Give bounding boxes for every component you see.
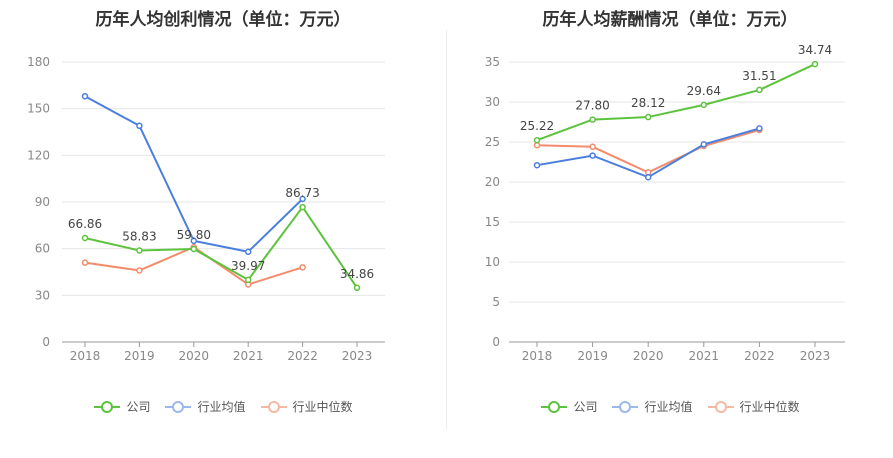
data-point-company — [353, 284, 361, 292]
data-point-industry_median — [299, 264, 306, 271]
legend-label: 行业均值 — [197, 400, 246, 414]
series-line-industry_median — [84, 245, 303, 286]
data-point-industry_avg — [299, 195, 306, 203]
legend-line-icon — [260, 400, 287, 413]
legend-item-industry-median[interactable]: 行业中位数 — [707, 398, 800, 415]
x-tick-label: 2019 — [124, 349, 155, 363]
data-point-industry_avg — [533, 161, 541, 169]
y-tick-label: 60 — [35, 242, 50, 256]
legend-label: 行业均值 — [644, 400, 693, 414]
data-point-industry_avg — [756, 125, 763, 132]
x-tick-label: 2021 — [233, 349, 264, 363]
legend-item-industry-median[interactable]: 行业中位数 — [260, 398, 353, 415]
data-point-company — [700, 101, 708, 109]
legend-item-industry-average[interactable]: 行业均值 — [164, 398, 246, 415]
data-point-company — [81, 234, 89, 242]
legend-line-icon — [612, 400, 639, 413]
x-tick-label: 2023 — [342, 349, 373, 363]
y-tick-label: 0 — [42, 335, 50, 349]
y-tick-label: 30 — [35, 288, 50, 302]
x-tick-label: 2020 — [179, 349, 210, 363]
legend-item-company[interactable]: 公司 — [540, 398, 597, 415]
data-label: 27.80 — [575, 99, 609, 113]
x-tick-label: 2018 — [70, 349, 101, 363]
y-tick-label: 10 — [485, 255, 500, 269]
data-point-company — [533, 136, 541, 144]
data-point-industry_median — [589, 143, 596, 151]
data-point-company — [756, 86, 763, 94]
x-tick-label: 2023 — [800, 349, 831, 363]
x-tick-label: 2020 — [633, 349, 664, 363]
y-tick-label: 15 — [485, 215, 500, 229]
series-line-company — [536, 63, 816, 142]
data-point-industry_median — [136, 267, 143, 274]
legend-label: 公司 — [126, 400, 151, 414]
data-point-industry_avg — [700, 141, 708, 148]
data-point-industry_avg — [644, 173, 652, 181]
y-tick-label: 150 — [27, 102, 50, 116]
legend-label: 行业中位数 — [292, 400, 353, 414]
salary-per-capita-panel: 历年人均薪酬情况（单位：万元） 0 5 10 15 20 25 30 35 2018 2019 20… — [447, 0, 893, 458]
data-label: 34.74 — [798, 43, 832, 57]
y-tick-label: 20 — [485, 175, 500, 189]
y-tick-label: 25 — [485, 135, 500, 149]
data-point-industry_avg — [81, 92, 89, 100]
data-point-company — [244, 276, 252, 284]
legend-item-company[interactable]: 公司 — [93, 398, 150, 415]
data-point-industry_avg — [190, 237, 198, 245]
data-point-company — [136, 247, 143, 254]
y-tick-label: 180 — [27, 55, 50, 69]
profit-per-capita-panel: 历年人均创利情况（单位：万元） 0 30 60 90 120 150 180 2018 2019… — [0, 0, 446, 458]
profit-per-capita-chart: 0 30 60 90 120 150 180 2018 2019 2020 2021 2022 2023… — [27, 55, 385, 363]
data-point-industry_avg — [244, 248, 252, 256]
data-point-company — [589, 116, 596, 123]
legend-line-icon — [541, 400, 568, 413]
data-point-company — [190, 245, 198, 253]
y-tick-label: 35 — [485, 55, 500, 69]
data-label: 29.64 — [687, 84, 721, 98]
x-tick-label: 2022 — [744, 349, 775, 363]
y-tick-label: 0 — [492, 335, 500, 349]
data-label: 66.86 — [68, 217, 102, 231]
chart-legend: 公司 行业均值 行业中位数 — [0, 398, 446, 415]
chart-legend: 公司 行业均值 行业中位数 — [447, 398, 893, 415]
series-line-industry_median — [536, 129, 760, 174]
legend-line-icon — [707, 400, 734, 413]
data-point-industry_median — [81, 259, 89, 266]
data-point-company — [811, 60, 819, 68]
y-tick-label: 5 — [492, 295, 500, 309]
x-tick-label: 2018 — [522, 349, 553, 363]
data-label: 34.86 — [340, 267, 374, 281]
data-label: 28.12 — [631, 96, 665, 110]
data-label: 86.73 — [285, 186, 319, 200]
legend-label: 公司 — [573, 400, 598, 414]
panel-divider — [446, 30, 447, 430]
data-label: 59.80 — [177, 228, 211, 242]
y-tick-label: 90 — [35, 195, 50, 209]
chart-title: 历年人均薪酬情况（单位：万元） — [542, 10, 798, 30]
data-label: 58.83 — [122, 229, 156, 243]
data-point-company — [299, 203, 306, 211]
y-tick-label: 120 — [27, 148, 50, 162]
y-tick-label: 30 — [485, 95, 500, 109]
series-line-company — [84, 205, 358, 289]
data-point-industry_avg — [589, 152, 596, 159]
data-point-company — [644, 113, 652, 121]
legend-line-icon — [94, 400, 121, 413]
legend-line-icon — [165, 400, 192, 413]
salary-per-capita-chart: 0 5 10 15 20 25 30 35 2018 2019 2020 2021 2022 2023 25… — [485, 43, 845, 363]
chart-title: 历年人均创利情况（单位：万元） — [95, 10, 351, 30]
data-label: 31.51 — [742, 69, 776, 83]
legend-item-industry-average[interactable]: 行业均值 — [611, 398, 693, 415]
legend-label: 行业中位数 — [739, 400, 800, 414]
x-tick-label: 2019 — [577, 349, 608, 363]
x-tick-label: 2021 — [689, 349, 720, 363]
x-tick-label: 2022 — [287, 349, 318, 363]
data-label: 25.22 — [520, 119, 554, 133]
data-label: 39.97 — [231, 259, 265, 273]
data-point-industry_avg — [136, 122, 143, 130]
